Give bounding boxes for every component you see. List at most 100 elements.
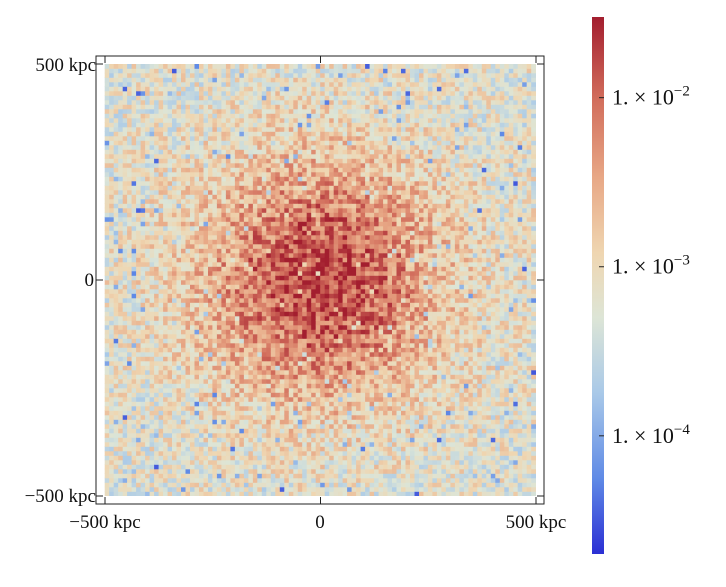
heatmap-cell — [329, 311, 335, 317]
heatmap-cell — [333, 266, 339, 272]
heatmap-cell — [320, 351, 326, 357]
heatmap-cell — [302, 419, 308, 425]
heatmap-cell — [230, 491, 236, 496]
heatmap-cell — [302, 104, 308, 110]
heatmap-cell — [127, 64, 133, 69]
heatmap-cell — [315, 266, 321, 272]
heatmap-cell — [104, 252, 110, 258]
heatmap-cell — [216, 252, 222, 258]
heatmap-cell — [176, 446, 182, 452]
heatmap-cell — [136, 356, 142, 362]
heatmap-cell — [172, 360, 178, 366]
heatmap-cell — [248, 149, 254, 155]
heatmap-cell — [203, 401, 209, 407]
heatmap-cell — [293, 248, 299, 254]
heatmap-cell — [136, 257, 142, 263]
heatmap-cell — [212, 284, 218, 290]
heatmap-cell — [234, 333, 240, 339]
heatmap-cell — [221, 131, 227, 137]
heatmap-cell — [118, 230, 124, 236]
heatmap-cell — [279, 185, 285, 191]
heatmap-cell — [118, 212, 124, 218]
heatmap-cell — [127, 185, 133, 191]
heatmap-cell — [243, 311, 249, 317]
heatmap-cell — [118, 441, 124, 447]
heatmap-cell — [194, 333, 200, 339]
heatmap-cell — [181, 432, 187, 438]
heatmap-cell — [131, 333, 137, 339]
heatmap-cell — [257, 491, 263, 496]
heatmap-cell — [297, 167, 303, 173]
heatmap-cell — [208, 396, 214, 402]
heatmap-cell — [266, 225, 272, 231]
heatmap-cell — [270, 149, 276, 155]
heatmap-cell — [297, 162, 303, 168]
heatmap-cell — [221, 338, 227, 344]
heatmap-cell — [252, 473, 258, 479]
heatmap-cell — [324, 86, 330, 92]
heatmap-cell — [154, 347, 160, 353]
heatmap-cell — [252, 135, 258, 141]
heatmap-cell — [203, 221, 209, 227]
heatmap-cell — [203, 351, 209, 357]
heatmap-cell — [113, 270, 119, 276]
heatmap-cell — [261, 275, 267, 281]
heatmap-cell — [145, 216, 151, 222]
heatmap-cell — [140, 387, 146, 393]
heatmap-cell — [230, 455, 236, 461]
heatmap-cell — [270, 158, 276, 164]
heatmap-cell — [252, 189, 258, 195]
heatmap-cell — [167, 234, 173, 240]
heatmap-cell — [190, 338, 196, 344]
heatmap-cell — [199, 135, 205, 141]
heatmap-cell — [266, 81, 272, 87]
heatmap-cell — [163, 239, 169, 245]
heatmap-cell — [243, 284, 249, 290]
heatmap-cell — [311, 126, 317, 132]
heatmap-cell — [212, 149, 218, 155]
heatmap-cell — [261, 248, 267, 254]
heatmap-cell — [154, 207, 160, 213]
heatmap-cell — [216, 135, 222, 141]
heatmap-cell — [248, 468, 254, 474]
heatmap-cell — [208, 324, 214, 330]
heatmap-cell — [315, 369, 321, 375]
heatmap-cell — [145, 356, 151, 362]
heatmap-cell — [221, 414, 227, 420]
heatmap-cell — [248, 248, 254, 254]
heatmap-cell — [167, 351, 173, 357]
heatmap-cell — [122, 315, 128, 321]
heatmap-cell — [181, 360, 187, 366]
heatmap-cell — [208, 360, 214, 366]
heatmap-cell — [194, 356, 200, 362]
heatmap-cell — [194, 455, 200, 461]
heatmap-cell — [203, 441, 209, 447]
heatmap-cell — [109, 401, 115, 407]
heatmap-cell — [131, 464, 137, 470]
heatmap-cell — [154, 410, 160, 416]
heatmap-cell — [239, 252, 245, 258]
heatmap-cell — [306, 468, 312, 474]
heatmap-cell — [315, 297, 321, 303]
heatmap-cell — [158, 486, 164, 492]
heatmap-cell — [131, 329, 137, 335]
heatmap-cell — [315, 81, 321, 87]
heatmap-cell — [266, 203, 272, 209]
heatmap-cell — [185, 423, 191, 429]
heatmap-cell — [185, 207, 191, 213]
heatmap-cell — [297, 221, 303, 227]
heatmap-cell — [243, 72, 249, 78]
heatmap-cell — [261, 383, 267, 389]
heatmap-cell — [181, 482, 187, 488]
heatmap-cell — [109, 140, 115, 146]
heatmap-cell — [284, 333, 290, 339]
heatmap-cell — [252, 144, 258, 150]
heatmap-cell — [113, 108, 119, 114]
heatmap-cell — [113, 275, 119, 281]
heatmap-cell — [181, 149, 187, 155]
heatmap-cell — [225, 360, 231, 366]
heatmap-cell — [181, 414, 187, 420]
heatmap-cell — [163, 261, 169, 267]
heatmap-cell — [230, 257, 236, 263]
heatmap-cell — [221, 396, 227, 402]
